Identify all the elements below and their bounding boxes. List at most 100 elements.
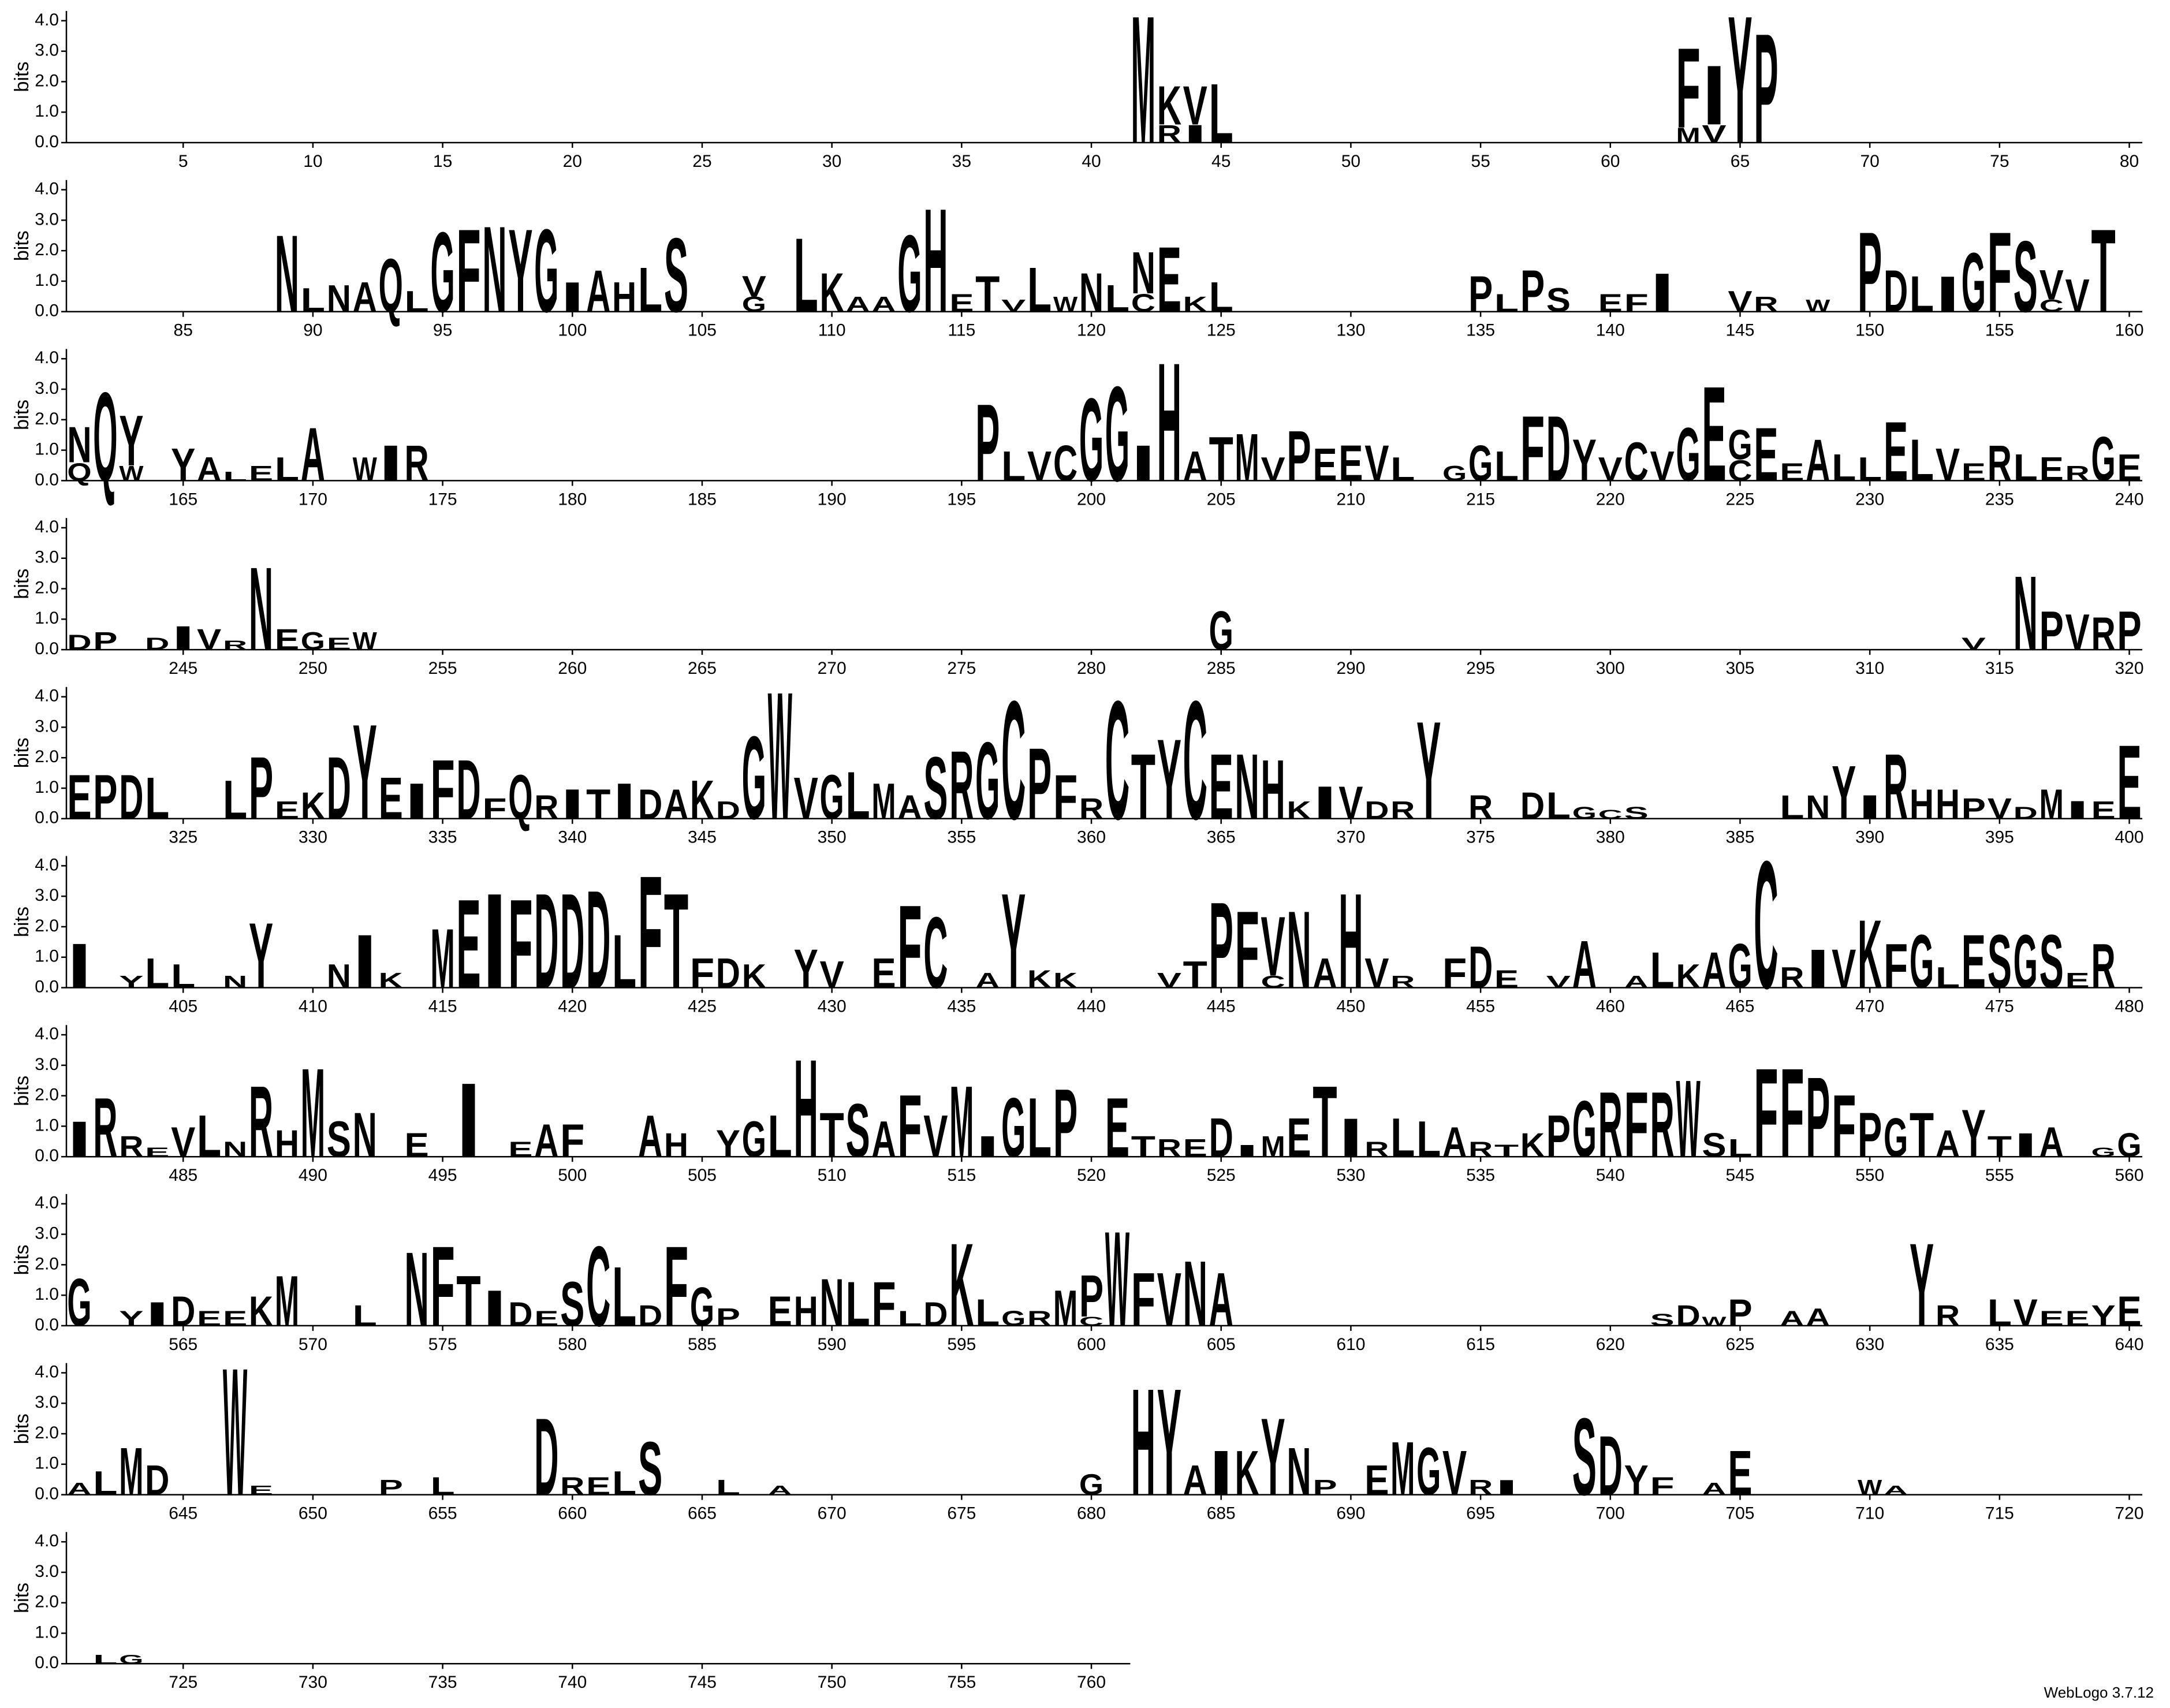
logo-letter: E (1884, 404, 1908, 498)
logo-letter: L (301, 281, 325, 319)
y-axis-label: bits (11, 400, 33, 430)
y-tick-label: 2.0 (35, 240, 59, 259)
y-tick-label: 3.0 (35, 1562, 59, 1581)
logo-letter: E (223, 1307, 247, 1330)
logo-letter: V (923, 1103, 948, 1169)
logo-letter: L (405, 285, 429, 318)
logo-letter: I (482, 865, 506, 1017)
logo-letter: I (560, 781, 584, 828)
x-tick-label: 590 (818, 1335, 847, 1354)
x-tick-label: 210 (1336, 490, 1365, 509)
y-tick-label: 2.0 (35, 1254, 59, 1273)
logo-letter: V (1598, 450, 1623, 488)
y-tick-label: 1.0 (35, 271, 59, 290)
x-tick-label: 725 (169, 1673, 197, 1692)
logo-letter: D (534, 1396, 558, 1519)
x-tick-label: 305 (1725, 659, 1754, 678)
logo-letter: V (1261, 898, 1285, 993)
x-tick-label: 495 (428, 1166, 457, 1185)
x-tick-label: 310 (1855, 659, 1884, 678)
logo-letter: R (1157, 1134, 1181, 1162)
logo-letter: C (1001, 666, 1026, 855)
x-tick-label: 420 (558, 997, 587, 1016)
logo-letter: F (1780, 1042, 1804, 1184)
y-tick-label: 3.0 (35, 210, 59, 229)
logo-letter: T (1988, 1129, 2012, 1163)
logo-letter: S (1624, 803, 1649, 822)
logo-letter: N (482, 201, 506, 338)
logo-letter: F (897, 1076, 922, 1176)
x-tick-label: 635 (1985, 1335, 2014, 1354)
x-tick-label: 670 (818, 1504, 847, 1523)
logo-letter: Y (1962, 1095, 1986, 1172)
x-tick-label: 675 (947, 1504, 976, 1523)
x-tick-label: 160 (2115, 321, 2144, 340)
logo-letter: E (67, 762, 91, 833)
logo-letter: N (2014, 555, 2038, 673)
x-tick-label: 230 (1855, 490, 1884, 509)
x-tick-label: 740 (558, 1673, 587, 1692)
y-tick-label: 3.0 (35, 1055, 59, 1074)
logo-letter: I (1806, 938, 1830, 1000)
logo-letter: L (1105, 277, 1129, 320)
logo-letter: K (820, 262, 844, 323)
logo-letter: H (275, 1122, 299, 1165)
logo-letter: V (1702, 120, 1727, 148)
logo-letter: K (1858, 901, 1882, 1009)
logo-letter: A (871, 1111, 896, 1168)
logo-letter: R (1936, 1299, 1960, 1332)
x-tick-label: 285 (1207, 659, 1236, 678)
x-tick-label: 640 (2115, 1335, 2144, 1354)
logo-letter: Q (67, 458, 91, 487)
logo-letter: E (456, 873, 480, 1015)
x-tick-label: 705 (1725, 1504, 1754, 1523)
x-tick-label: 645 (169, 1504, 197, 1523)
logo-letter: A (1702, 1479, 1726, 1498)
logo-letter: W (353, 627, 378, 655)
logo-letter: I (1702, 47, 1726, 142)
logo-letter: P (1468, 266, 1493, 323)
y-tick-label: 4.0 (35, 1362, 59, 1381)
logo-letter: Y (119, 1307, 143, 1330)
x-tick-label: 65 (1731, 152, 1750, 171)
logo-letter: S (1546, 281, 1571, 319)
logo-letter: A (1780, 1307, 1804, 1330)
logo-letter: N (1287, 1433, 1311, 1509)
x-tick-label: 265 (688, 659, 717, 678)
y-tick-label: 0.0 (35, 470, 59, 489)
y-tick-label: 0.0 (35, 132, 59, 151)
logo-letter: K (949, 1220, 974, 1352)
logo-letter: Y (119, 401, 143, 481)
x-tick-label: 430 (818, 997, 847, 1016)
logo-letter: K (742, 957, 766, 995)
logo-letter: F (1832, 1076, 1856, 1176)
logo-letter: V (1442, 1438, 1467, 1509)
logo-letter: D (560, 865, 584, 1017)
logo-letter: K (1520, 1126, 1545, 1163)
logo-letter: V (1001, 296, 1026, 315)
x-tick-label: 480 (2115, 997, 2144, 1016)
x-tick-label: 485 (169, 1166, 197, 1185)
logo-letter: A (1183, 442, 1207, 490)
y-axis-label: bits (11, 1414, 33, 1444)
x-tick-label: 315 (1985, 659, 2014, 678)
x-tick-label: 410 (299, 997, 327, 1016)
x-tick-label: 435 (947, 997, 976, 1016)
y-tick-label: 2.0 (35, 1593, 59, 1612)
logo-letter: E (1157, 227, 1181, 331)
logo-letter: G (2014, 919, 2038, 1004)
logo-letter: D (1468, 934, 1493, 1001)
logo-letter: E (2117, 1288, 2141, 1335)
logo-letter: M (430, 911, 454, 1005)
logo-letter: D (1598, 1418, 1623, 1512)
logo-letter: D (508, 1295, 532, 1333)
logo-letter: W (1676, 1058, 1700, 1181)
logo-letter: E (1364, 1456, 1389, 1504)
logo-letter: F (1676, 24, 1700, 152)
logo-letter: E (2117, 724, 2141, 842)
y-tick-label: 2.0 (35, 71, 59, 90)
y-tick-label: 4.0 (35, 855, 59, 874)
logo-letter: L (845, 1269, 870, 1340)
x-tick-label: 5 (178, 152, 188, 171)
